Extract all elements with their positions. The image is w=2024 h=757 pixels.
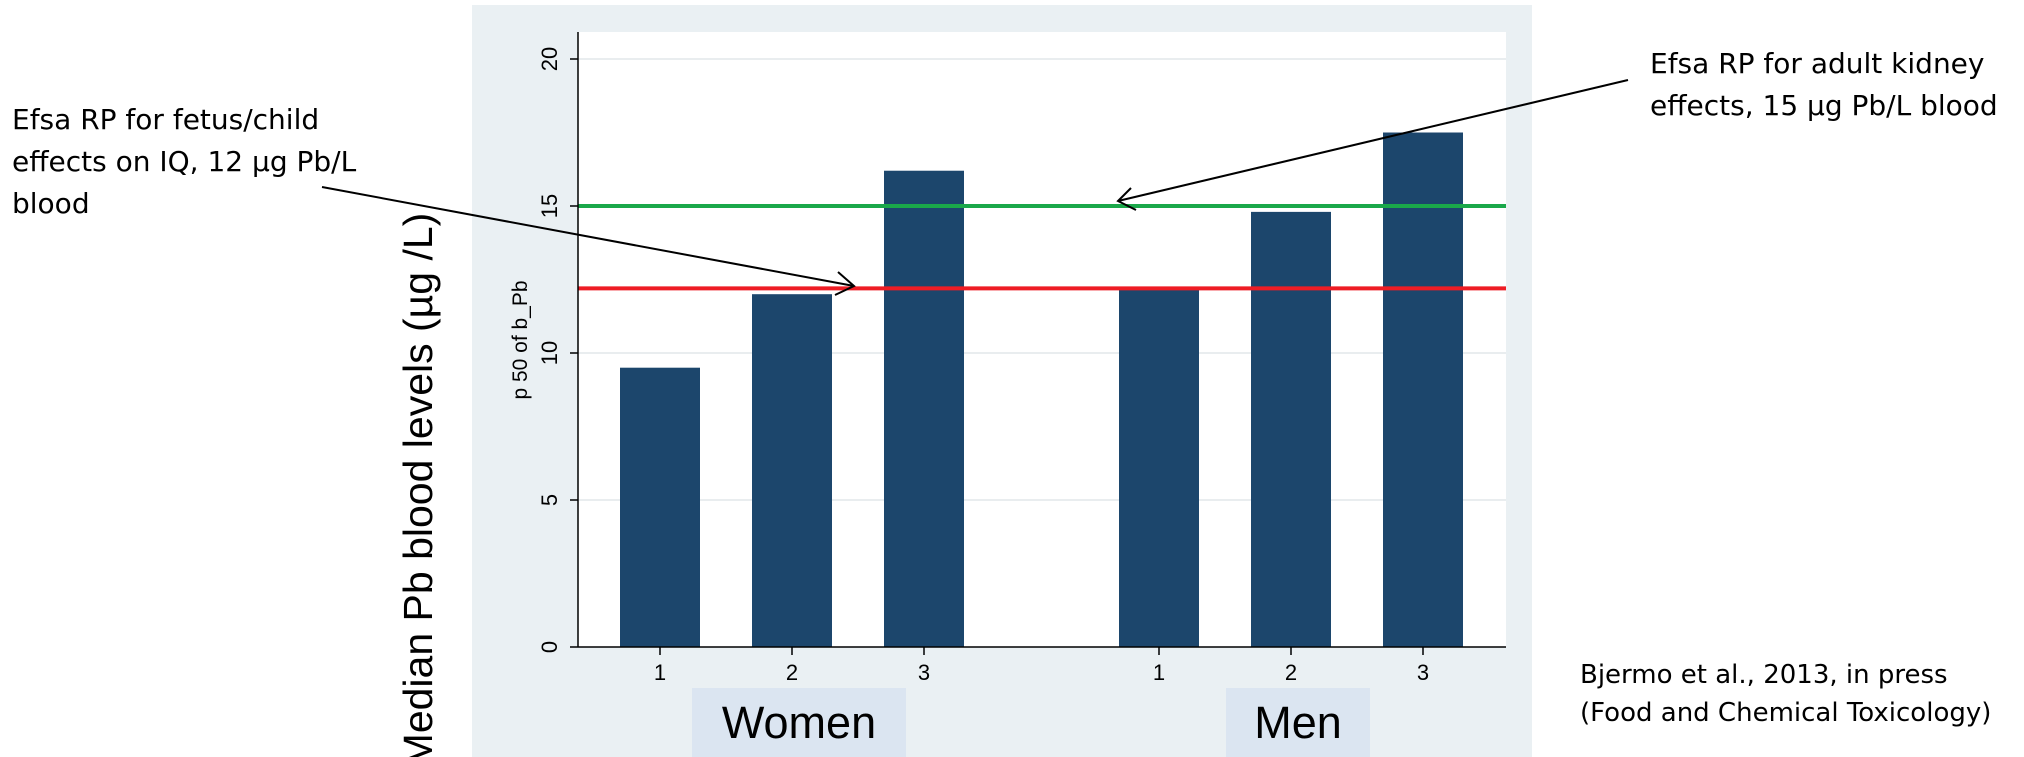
bar-women-1 <box>620 367 700 647</box>
inner-y-axis-title: p 50 of b_Pb <box>509 280 532 399</box>
citation: Bjermo et al., 2013, in press (Food and … <box>1580 656 1991 732</box>
x-tick-label: 1 <box>1153 660 1165 685</box>
annotation-line: blood <box>12 187 90 220</box>
fetus-child-annotation: Efsa RP for fetus/child effects on IQ, 1… <box>12 99 356 225</box>
x-tick-label: 3 <box>918 660 930 685</box>
bar-men-3 <box>1383 132 1463 647</box>
bar-men-2 <box>1251 211 1331 647</box>
kidney-arrow-line <box>1117 79 1629 202</box>
outer-y-axis-title: Median Pb blood levels (µg /L) <box>395 213 441 757</box>
y-tick-label: 5 <box>537 494 562 506</box>
x-ticks: 1 2 3 1 2 3 <box>654 647 1429 685</box>
annotation-line: effects, 15 µg Pb/L blood <box>1650 89 1998 122</box>
bars <box>620 132 1463 647</box>
y-ticks: 0 5 10 15 20 <box>537 47 578 653</box>
bar-men-1 <box>1119 288 1199 647</box>
bar-women-2 <box>752 294 832 647</box>
reference-lines <box>578 204 1506 291</box>
y-tick-label: 20 <box>537 47 562 71</box>
adult-kidney-annotation: Efsa RP for adult kidney effects, 15 µg … <box>1650 43 1998 127</box>
plot-area <box>578 32 1506 647</box>
x-tick-label: 2 <box>1285 660 1297 685</box>
annotation-line: Efsa RP for fetus/child <box>12 103 320 136</box>
x-tick-label: 1 <box>654 660 666 685</box>
group-label-women: Women <box>692 688 906 757</box>
x-tick-label: 3 <box>1417 660 1429 685</box>
y-tick-label: 0 <box>537 641 562 653</box>
annotation-arrows <box>321 79 1629 296</box>
fetus-arrow-line <box>321 186 855 287</box>
citation-line: Bjermo et al., 2013, in press <box>1580 660 1948 690</box>
kidney-arrowhead <box>1116 187 1137 211</box>
group-label-men: Men <box>1226 688 1370 757</box>
fetus-arrowhead <box>834 271 856 296</box>
y-tick-label: 10 <box>537 341 562 365</box>
annotation-line: Efsa RP for adult kidney <box>1650 47 1985 80</box>
bar-women-3 <box>884 170 964 647</box>
citation-line: (Food and Chemical Toxicology) <box>1580 698 1992 728</box>
y-tick-label: 15 <box>537 194 562 218</box>
annotation-line: effects on IQ, 12 µg Pb/L <box>12 145 357 178</box>
x-tick-label: 2 <box>786 660 798 685</box>
